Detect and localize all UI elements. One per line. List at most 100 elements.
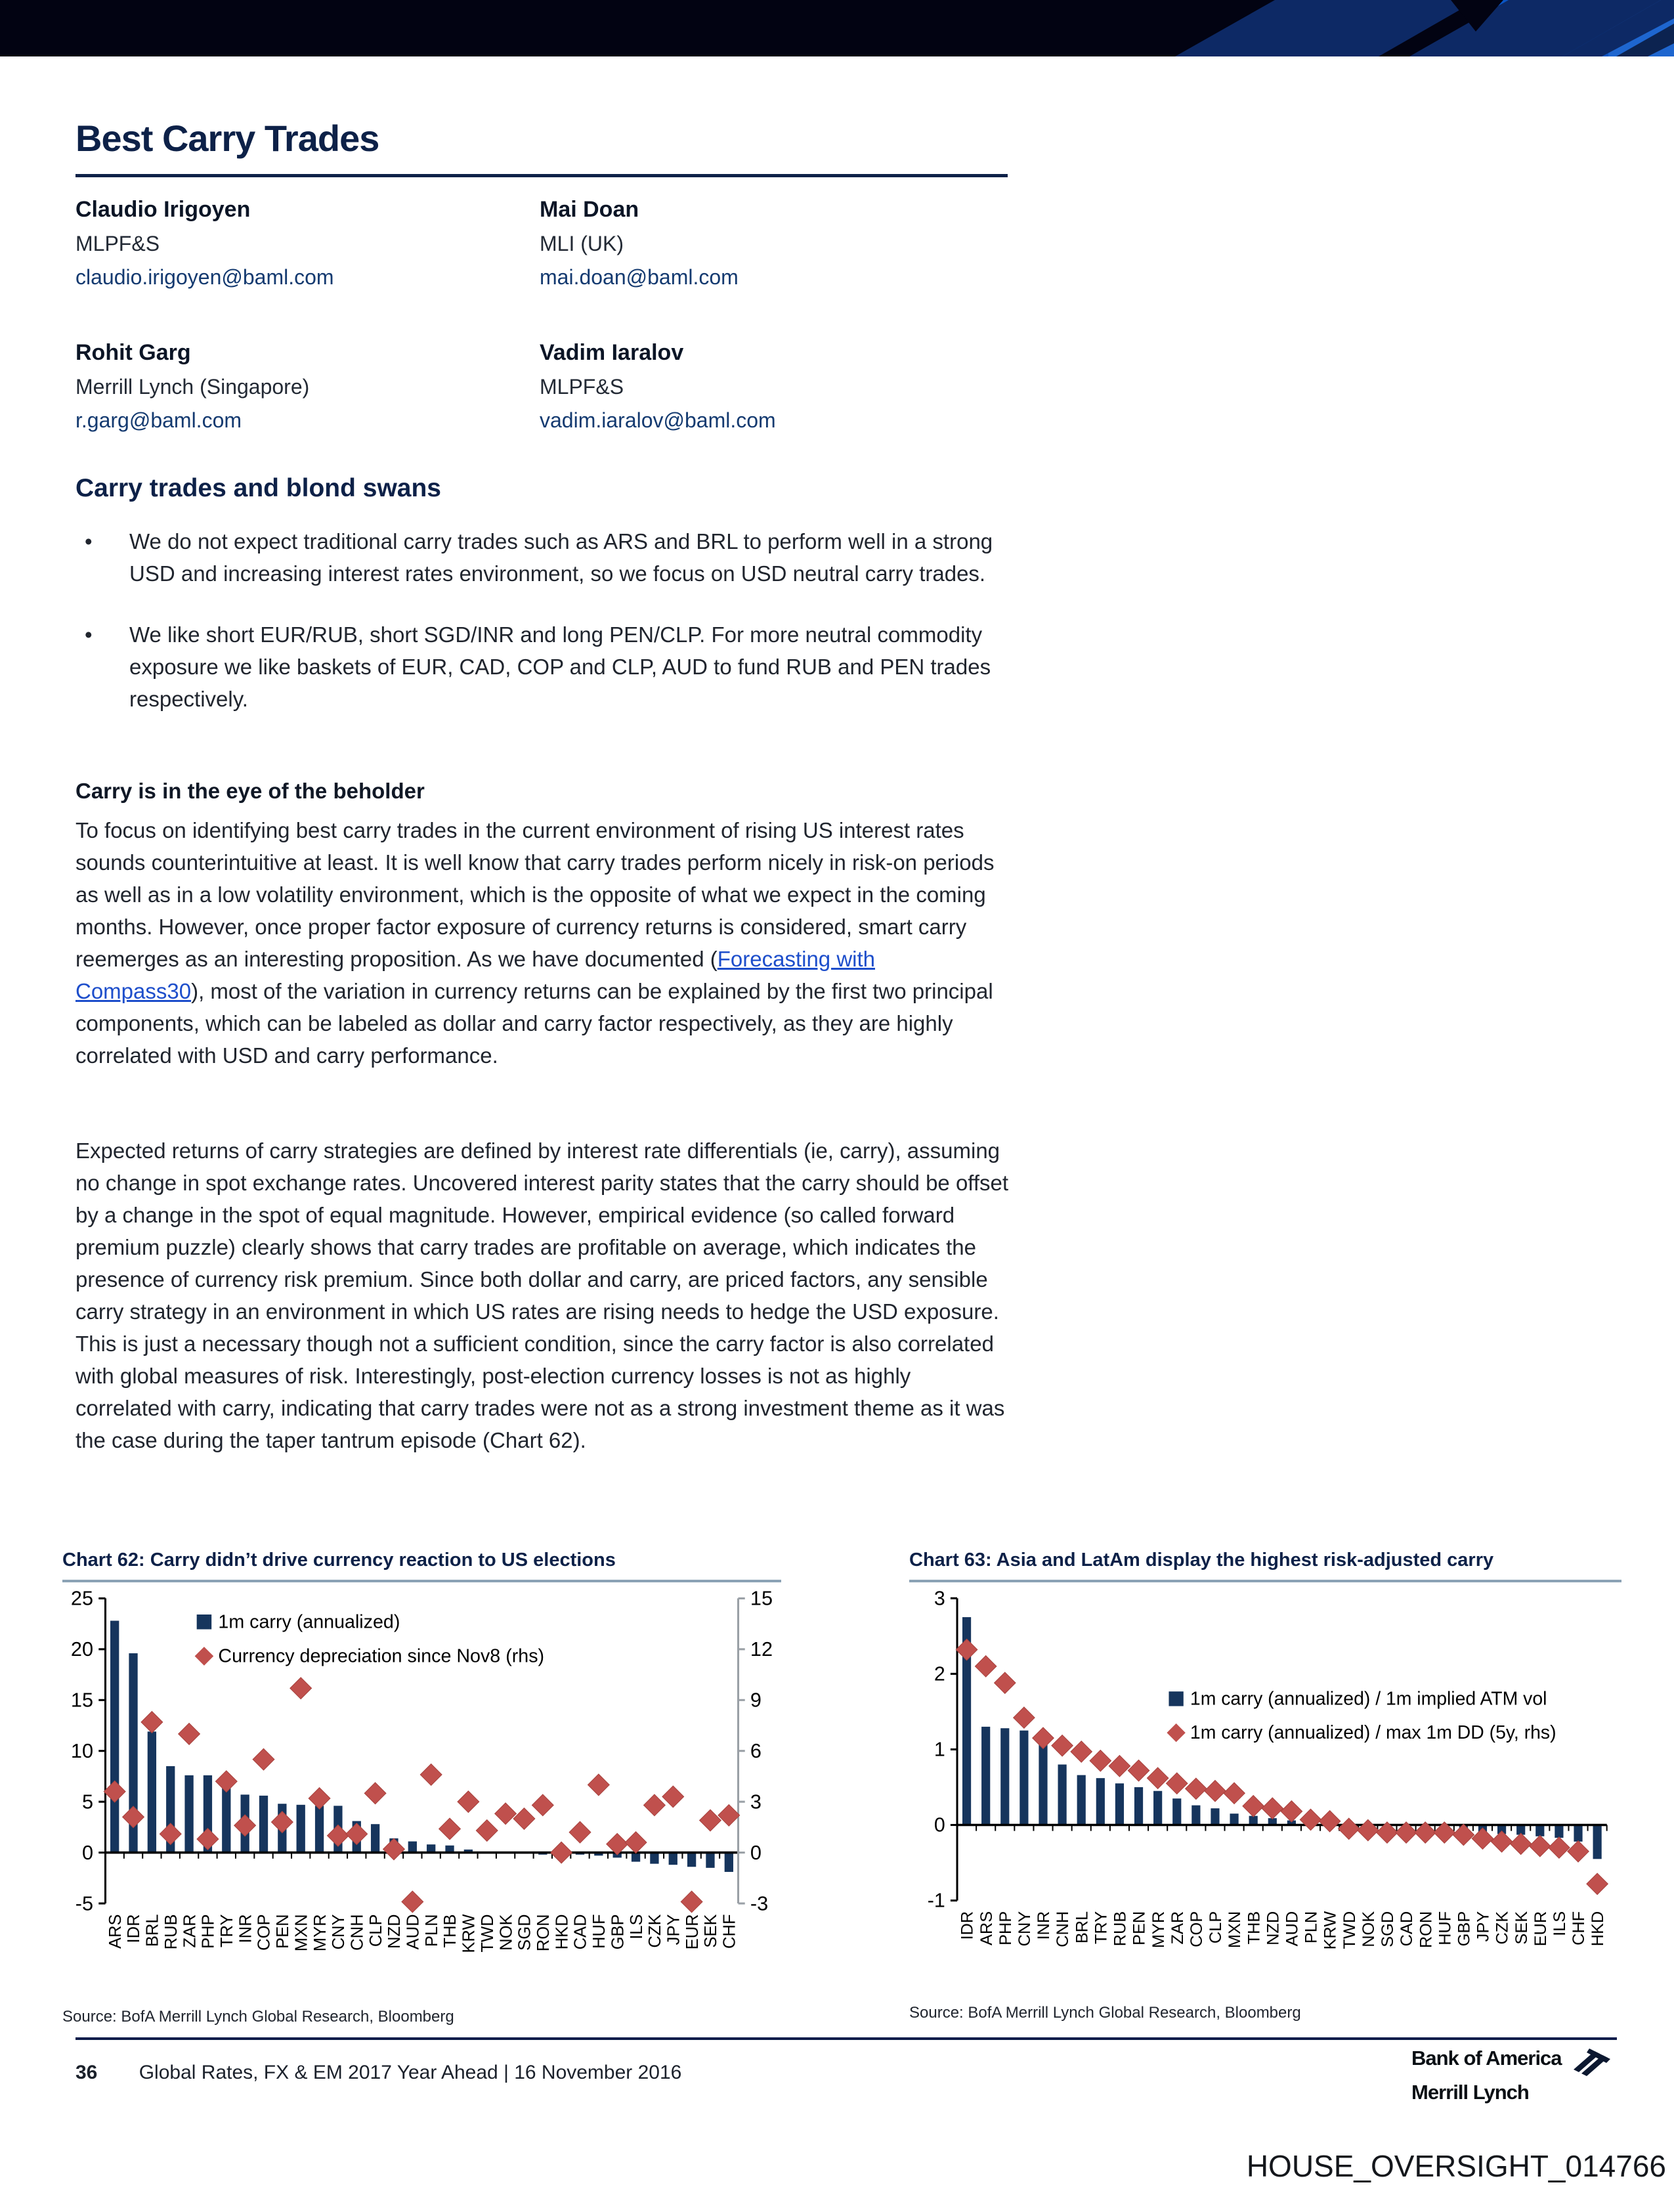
svg-text:AUD: AUD — [404, 1914, 423, 1949]
author-name: Vadim Iaralov — [540, 340, 684, 365]
svg-text:BRL: BRL — [1073, 1911, 1091, 1943]
chart-63-block: Chart 63: Asia and LatAm display the hig… — [909, 1548, 1621, 2022]
author-firm: MLI (UK) — [540, 232, 624, 255]
svg-text:20: 20 — [71, 1637, 93, 1660]
svg-text:PHP: PHP — [200, 1914, 218, 1949]
svg-text:3: 3 — [750, 1790, 762, 1813]
svg-text:RUB: RUB — [162, 1914, 181, 1949]
svg-text:CHF: CHF — [721, 1914, 739, 1949]
footer-doc-title: Global Rates, FX & EM 2017 Year Ahead | … — [139, 2062, 682, 2083]
svg-text:THB: THB — [441, 1914, 460, 1947]
svg-text:CHF: CHF — [1570, 1911, 1588, 1945]
author-vadim-iaralov: Vadim Iaralov MLPF&S vadim.iaralov@baml.… — [540, 340, 960, 433]
svg-text:CNY: CNY — [330, 1914, 348, 1949]
svg-text:MXN: MXN — [1226, 1911, 1244, 1948]
svg-text:9: 9 — [750, 1689, 762, 1712]
svg-text:EUR: EUR — [683, 1914, 702, 1949]
svg-text:CNH: CNH — [1054, 1911, 1072, 1947]
svg-text:HUF: HUF — [590, 1914, 609, 1949]
svg-text:IDR: IDR — [958, 1911, 977, 1940]
bullet-list: We do not expect traditional carry trade… — [75, 525, 1008, 744]
author-firm: MLPF&S — [75, 232, 160, 255]
svg-text:CNY: CNY — [1016, 1911, 1034, 1947]
subsection-heading-beholder: Carry is in the eye of the beholder — [75, 779, 425, 803]
svg-text:CAD: CAD — [572, 1914, 590, 1949]
svg-text:AUD: AUD — [1283, 1911, 1302, 1947]
svg-text:ILS: ILS — [628, 1914, 646, 1939]
paragraph-2: Expected returns of carry strategies are… — [75, 1139, 1009, 1452]
svg-text:ARS: ARS — [106, 1914, 125, 1949]
svg-text:MYR: MYR — [1149, 1911, 1168, 1948]
svg-text:HUF: HUF — [1436, 1911, 1454, 1945]
footer-line: 36 Global Rates, FX & EM 2017 Year Ahead… — [75, 2062, 681, 2084]
author-firm: Merrill Lynch (Singapore) — [75, 375, 310, 399]
svg-text:3: 3 — [934, 1587, 945, 1609]
chart-62-block: Chart 62: Carry didn’t drive currency re… — [62, 1548, 781, 2026]
svg-text:BRL: BRL — [144, 1914, 162, 1947]
svg-text:-1: -1 — [928, 1890, 945, 1912]
svg-text:THB: THB — [1245, 1911, 1263, 1945]
svg-text:CLP: CLP — [367, 1914, 385, 1947]
svg-text:5: 5 — [82, 1790, 93, 1813]
svg-text:NOK: NOK — [1360, 1911, 1378, 1947]
svg-text:HKD: HKD — [553, 1914, 571, 1949]
svg-text:SEK: SEK — [1513, 1911, 1531, 1945]
svg-text:NZD: NZD — [385, 1914, 404, 1949]
author-email-link[interactable]: vadim.iaralov@baml.com — [540, 408, 776, 432]
forecasting-compass30-link[interactable]: Forecasting with Compass30 — [75, 947, 875, 1003]
svg-text:RON: RON — [534, 1914, 553, 1951]
author-name: Mai Doan — [540, 197, 639, 222]
svg-text:SEK: SEK — [702, 1914, 720, 1947]
svg-text:CZK: CZK — [646, 1914, 664, 1947]
svg-text:15: 15 — [750, 1587, 773, 1610]
svg-text:ZAR: ZAR — [181, 1914, 199, 1947]
logo-bank-of-america-text: Bank of America — [1411, 2047, 1562, 2070]
svg-text:1m carry (annualized) / 1m imp: 1m carry (annualized) / 1m implied ATM v… — [1190, 1688, 1547, 1709]
bofa-ml-logo: Bank of America Merrill Lynch — [1411, 2047, 1612, 2104]
author-email-link[interactable]: claudio.irigoyen@baml.com — [75, 265, 334, 289]
svg-text:HKD: HKD — [1589, 1911, 1607, 1947]
author-name: Claudio Irigoyen — [75, 197, 251, 222]
chart-63-figure: 3 2 1 0 -1 IDR ARS PHP CNY INR CNH BRL TRY RUB PEN MYR Z… — [909, 1586, 1621, 2003]
svg-text:MYR: MYR — [311, 1914, 330, 1951]
svg-text:15: 15 — [71, 1689, 93, 1712]
author-email-link[interactable]: mai.doan@baml.com — [540, 265, 739, 289]
author-mai-doan: Mai Doan MLI (UK) mai.doan@baml.com — [540, 197, 960, 290]
logo-merrill-lynch-text: Merrill Lynch — [1411, 2081, 1530, 2104]
title-block: Best Carry Trades — [75, 117, 1008, 177]
svg-text:IDR: IDR — [125, 1914, 143, 1943]
svg-text:TRY: TRY — [218, 1914, 236, 1947]
svg-text:6: 6 — [750, 1739, 762, 1762]
svg-text:INR: INR — [1035, 1911, 1053, 1940]
svg-text:NOK: NOK — [497, 1914, 515, 1950]
top-banner — [0, 0, 1674, 56]
chart-canvas: 25 20 15 10 5 0 -5 15 12 9 6 3 0 -3 ARS IDR BRL RUB ZAR PHP… — [71, 1587, 773, 1953]
paragraph-1-text: ), most of the variation in currency ret… — [75, 979, 993, 1068]
author-email-link[interactable]: r.garg@baml.com — [75, 408, 242, 432]
svg-text:CZK: CZK — [1493, 1911, 1512, 1945]
svg-text:RUB: RUB — [1111, 1911, 1130, 1947]
svg-text:CAD: CAD — [1398, 1911, 1416, 1947]
chart-63-source: Source: BofA Merrill Lynch Global Resear… — [909, 2003, 1301, 2022]
svg-text:10: 10 — [71, 1739, 93, 1762]
svg-text:GBP: GBP — [609, 1914, 627, 1949]
svg-text:-3: -3 — [750, 1892, 768, 1915]
svg-text:ARS: ARS — [977, 1911, 996, 1945]
chart-63-title: Chart 63: Asia and LatAm display the hig… — [909, 1548, 1621, 1582]
section-heading-blond-swans: Carry trades and blond swans — [75, 474, 441, 502]
svg-text:JPY: JPY — [664, 1914, 683, 1945]
svg-text:INR: INR — [236, 1914, 255, 1943]
svg-text:CLP: CLP — [1207, 1911, 1225, 1943]
svg-text:1m carry (annualized): 1m carry (annualized) — [218, 1611, 400, 1632]
author-rohit-garg: Rohit Garg Merrill Lynch (Singapore) r.g… — [75, 340, 496, 433]
svg-text:TWD: TWD — [1341, 1911, 1359, 1949]
svg-text:-5: -5 — [75, 1892, 93, 1915]
bullet-item: We do not expect traditional carry trade… — [75, 525, 1008, 590]
chart-canvas: 3 2 1 0 -1 IDR ARS PHP CNY INR CNH BRL TRY RUB PEN MYR Z… — [928, 1587, 1609, 1950]
svg-text:PHP: PHP — [997, 1911, 1015, 1945]
svg-text:NZD: NZD — [1264, 1911, 1282, 1945]
svg-text:JPY: JPY — [1474, 1911, 1493, 1942]
svg-text:COP: COP — [255, 1914, 274, 1950]
page-title: Best Carry Trades — [75, 118, 379, 159]
footer-rule — [75, 2037, 1617, 2040]
